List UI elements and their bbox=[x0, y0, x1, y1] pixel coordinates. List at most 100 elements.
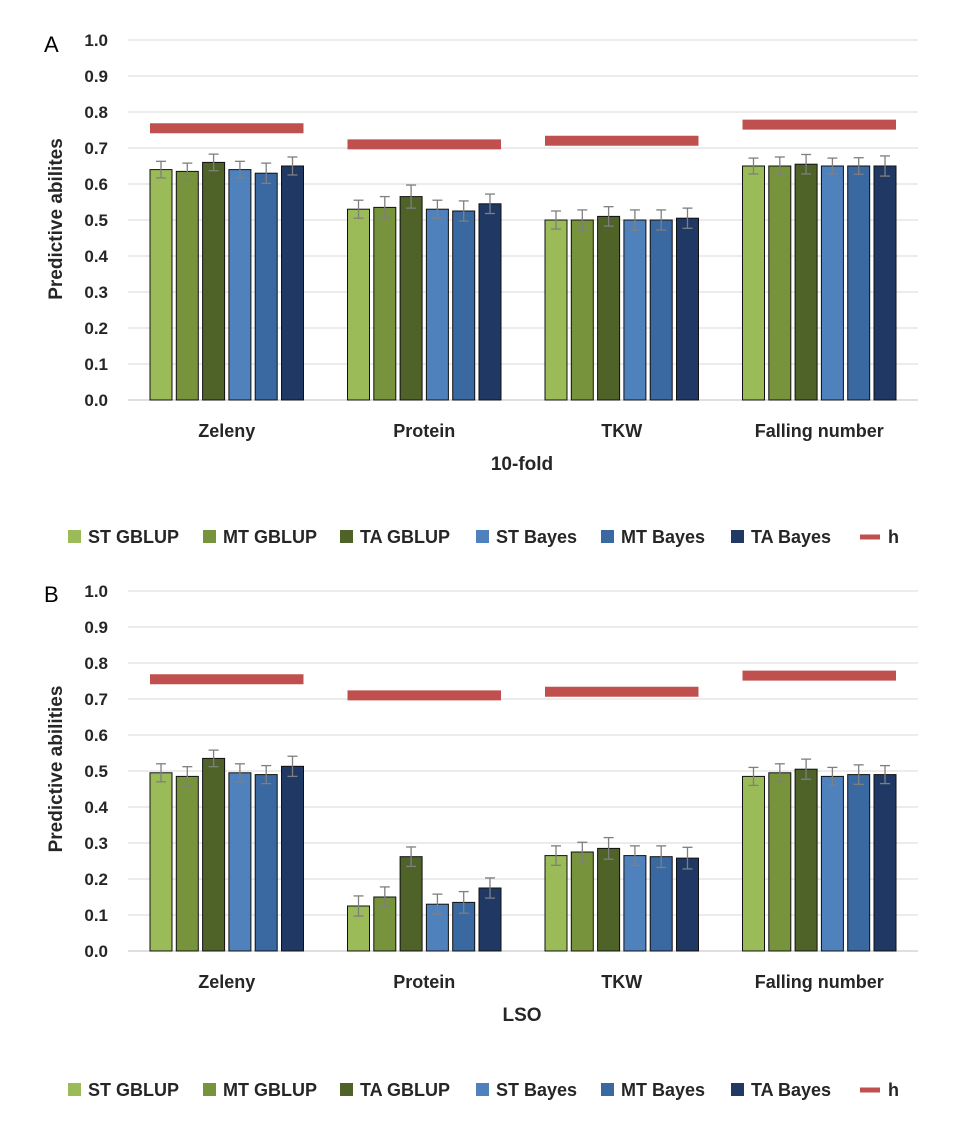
bar-mt-gblup bbox=[373, 206, 397, 401]
bar-mt-bayes bbox=[649, 219, 673, 401]
bar-mt-gblup bbox=[175, 170, 199, 401]
legend-label: h bbox=[888, 527, 899, 547]
bar-ta-gblup bbox=[794, 163, 818, 401]
y-tick-labels: 0.0 0.1 0.2 0.3 0.4 0.5 0.6 0.7 0.8 0.9 1.0 bbox=[84, 31, 108, 410]
bar-mt-bayes bbox=[649, 856, 673, 952]
bar-ta-bayes bbox=[676, 857, 699, 952]
bar-st-gblup bbox=[347, 208, 370, 401]
y-tick-label: 0.5 bbox=[84, 211, 108, 230]
bar-st-bayes bbox=[623, 855, 647, 952]
y-tick-label: 0.9 bbox=[84, 618, 108, 637]
legend-label: ST GBLUP bbox=[88, 527, 179, 547]
x-tick-label: TKW bbox=[601, 421, 642, 441]
bar-ta-gblup bbox=[202, 757, 226, 952]
bar-st-gblup bbox=[742, 165, 765, 401]
legend-swatch bbox=[601, 1083, 614, 1096]
y-tick-label: 0.6 bbox=[84, 726, 108, 745]
legend-swatch bbox=[203, 1083, 216, 1096]
legend-swatch bbox=[340, 1083, 353, 1096]
legend-label: MT GBLUP bbox=[223, 527, 317, 547]
x-tick-label: Protein bbox=[393, 421, 455, 441]
legend-swatch bbox=[203, 530, 216, 543]
legend-swatch bbox=[476, 530, 489, 543]
bar-ta-gblup bbox=[597, 847, 621, 952]
bar-st-gblup bbox=[149, 772, 173, 952]
legend-label: TA Bayes bbox=[751, 527, 831, 547]
bar-st-bayes bbox=[820, 775, 844, 952]
legend-swatch bbox=[731, 530, 744, 543]
bar-mt-gblup bbox=[175, 775, 199, 952]
y-tick-label: 0.8 bbox=[84, 103, 108, 122]
legend-label: MT Bayes bbox=[621, 527, 705, 547]
y-tick-label: 0.3 bbox=[84, 283, 108, 302]
bar-ta-gblup bbox=[202, 161, 226, 401]
bar-st-bayes bbox=[228, 772, 252, 952]
legend-label: ST Bayes bbox=[496, 527, 577, 547]
bar-st-gblup bbox=[544, 855, 568, 952]
bars bbox=[149, 153, 897, 401]
legend-label: MT GBLUP bbox=[223, 1080, 317, 1100]
bar-st-bayes bbox=[623, 219, 647, 401]
x-tick-labels: Zeleny Protein TKW Falling number bbox=[198, 421, 884, 441]
bar-mt-bayes bbox=[254, 774, 278, 952]
x-axis-title: LSO bbox=[502, 1005, 541, 1026]
bar-mt-gblup bbox=[570, 219, 594, 401]
y-tick-label: 1.0 bbox=[84, 582, 108, 601]
y-tick-label: 0.3 bbox=[84, 834, 108, 853]
bar-st-bayes bbox=[820, 165, 844, 401]
y-tick-label: 0.0 bbox=[84, 391, 108, 410]
x-tick-label: Protein bbox=[393, 972, 455, 992]
x-tick-label: Falling number bbox=[755, 421, 884, 441]
y-tick-label: 0.6 bbox=[84, 175, 108, 194]
legend-label: ST Bayes bbox=[496, 1080, 577, 1100]
panel-label: B bbox=[44, 582, 59, 607]
y-tick-label: 0.2 bbox=[84, 870, 108, 889]
y-axis-title: Predictive abilities bbox=[46, 686, 67, 853]
legend: ST GBLUP MT GBLUP TA GBLUP ST Bayes MT Bayes… bbox=[68, 527, 899, 547]
bar-mt-gblup bbox=[768, 165, 792, 401]
bar-ta-bayes bbox=[478, 203, 502, 401]
legend-label: TA Bayes bbox=[751, 1080, 831, 1100]
bar-mt-gblup bbox=[570, 851, 594, 952]
legend-swatch bbox=[731, 1083, 744, 1096]
legend-swatch bbox=[340, 530, 353, 543]
heritability-lines bbox=[150, 670, 896, 701]
legend-swatch bbox=[68, 1083, 81, 1096]
legend-swatch bbox=[68, 530, 81, 543]
y-axis-title: Predictive abilites bbox=[46, 138, 67, 300]
bar-mt-bayes bbox=[847, 165, 871, 401]
legend-label: MT Bayes bbox=[621, 1080, 705, 1100]
y-tick-label: 0.1 bbox=[84, 906, 108, 925]
legend-label: h bbox=[888, 1080, 899, 1100]
bar-ta-bayes bbox=[676, 217, 699, 401]
panel-b: B Predictive abilities LSO 0.00.10.20.30… bbox=[44, 582, 918, 1100]
legend-label: ST GBLUP bbox=[88, 1080, 179, 1100]
bar-ta-bayes bbox=[873, 165, 897, 401]
legend-swatch bbox=[476, 1083, 489, 1096]
y-tick-label: 0.5 bbox=[84, 762, 108, 781]
y-tick-labels: 0.0 0.1 0.2 0.3 0.4 0.5 0.6 0.7 0.8 0.9 1.0 bbox=[84, 582, 108, 961]
y-tick-label: 0.8 bbox=[84, 654, 108, 673]
bar-st-bayes bbox=[425, 208, 449, 401]
bar-ta-gblup bbox=[794, 768, 818, 952]
bar-ta-bayes bbox=[281, 765, 304, 952]
bar-mt-gblup bbox=[768, 772, 792, 952]
y-tick-label: 0.7 bbox=[84, 690, 108, 709]
bar-ta-bayes bbox=[873, 774, 897, 952]
heritability-lines bbox=[150, 119, 896, 150]
bar-mt-bayes bbox=[847, 774, 871, 952]
legend-label: TA GBLUP bbox=[360, 1080, 450, 1100]
panel-a: A Predictive abilites 10-fold 0.00.10.20… bbox=[44, 31, 918, 547]
y-tick-label: 1.0 bbox=[84, 31, 108, 50]
bar-ta-bayes bbox=[281, 165, 304, 401]
y-tick-label: 0.4 bbox=[84, 798, 108, 817]
panel-label: A bbox=[44, 32, 59, 57]
bar-ta-gblup bbox=[399, 856, 423, 952]
x-tick-labels: Zeleny Protein TKW Falling number bbox=[198, 972, 884, 992]
y-tick-label: 0.1 bbox=[84, 355, 108, 374]
legend-label: TA GBLUP bbox=[360, 527, 450, 547]
bar-mt-bayes bbox=[452, 210, 476, 401]
bars bbox=[149, 749, 897, 952]
bar-st-gblup bbox=[742, 775, 765, 952]
